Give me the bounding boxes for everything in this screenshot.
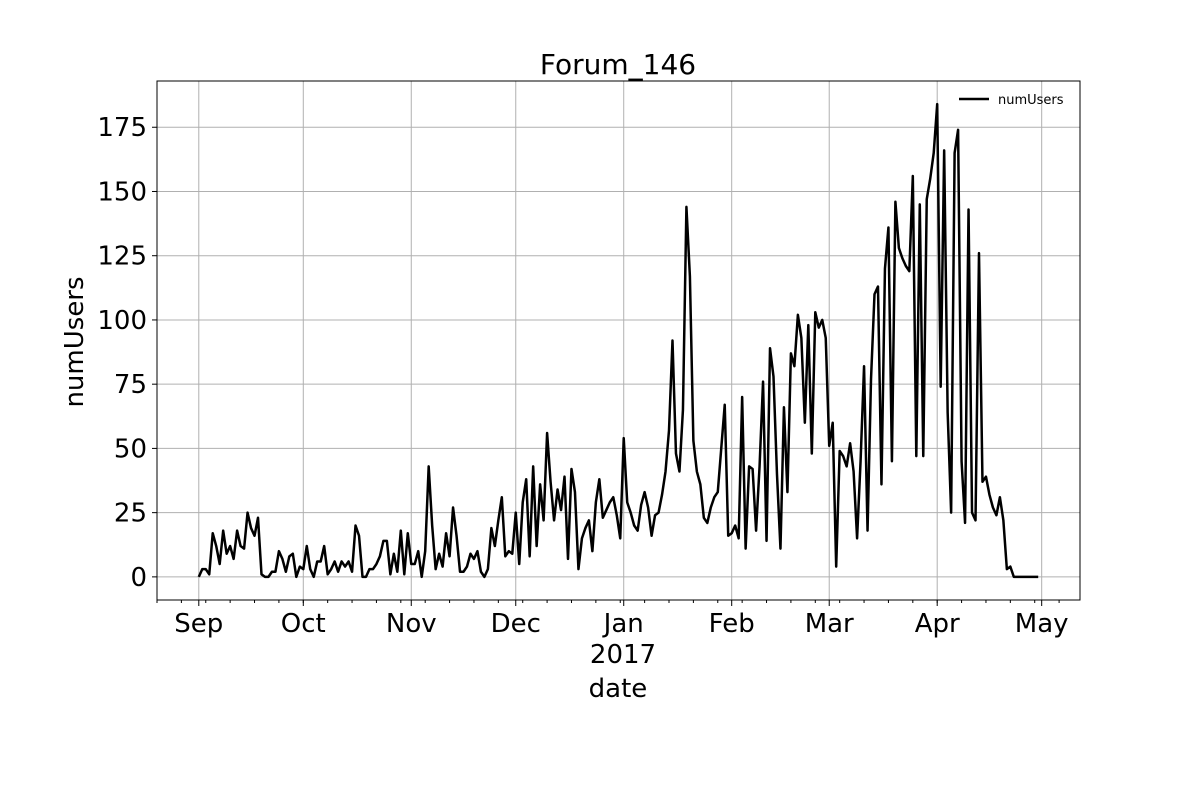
grid-lines: [157, 81, 1080, 600]
y-tick-label: 0: [130, 563, 147, 593]
x-tick-label: Sep: [174, 609, 223, 639]
chart-title: Forum_146: [540, 48, 696, 81]
x-tick-label: Apr: [915, 609, 960, 639]
y-tick-label: 125: [97, 242, 147, 272]
y-axis-label: numUsers: [60, 276, 90, 407]
series-layer: [197, 102, 1039, 579]
series-line-numUsers: [197, 102, 1039, 579]
x-tick-label: Oct: [281, 609, 326, 639]
y-tick-label: 150: [97, 177, 147, 207]
legend-label: numUsers: [998, 93, 1064, 108]
plot-frame: [156, 80, 1081, 601]
y-tick-label: 175: [97, 113, 147, 143]
x-tick-label: Dec: [491, 609, 541, 639]
y-tick-label: 25: [114, 499, 147, 529]
legend: numUsers: [959, 93, 1064, 108]
y-tick-label: 100: [97, 306, 147, 336]
x-year-label: 2017: [590, 640, 656, 670]
y-tick-label: 75: [114, 370, 147, 400]
x-tick-label: Feb: [709, 609, 755, 639]
y-axis: 0 25 50 75 100 125 150 175: [97, 113, 157, 593]
x-axis: Sep Oct Nov Dec Jan Feb Mar Apr May: [156, 600, 1069, 639]
x-tick-label: May: [1015, 609, 1069, 639]
x-tick-label: Mar: [805, 609, 854, 639]
y-tick-label: 50: [114, 434, 147, 464]
x-tick-label: Nov: [386, 609, 437, 639]
x-tick-label: Jan: [602, 609, 644, 639]
x-axis-label: date: [589, 674, 648, 704]
